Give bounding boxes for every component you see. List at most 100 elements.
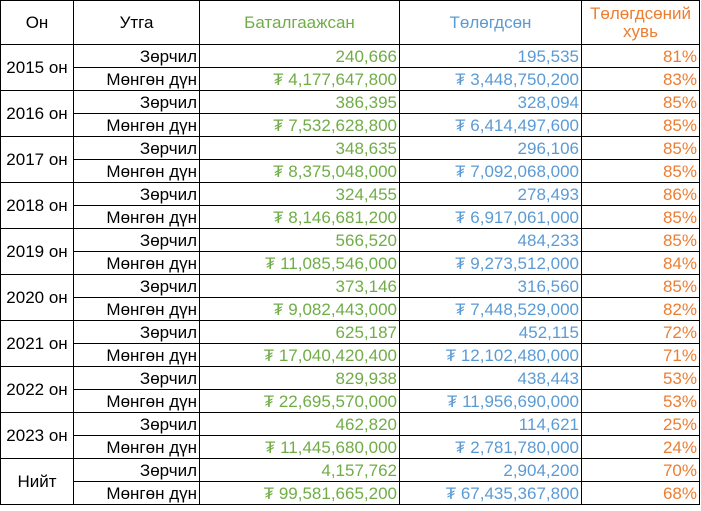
table-row: Мөнгөн дүн ₮ 22,695,570,000 ₮ 11,956,690,0…: [1, 389, 700, 413]
paid-cell: ₮ 6,917,061,000: [399, 205, 582, 229]
paid-cell: 438,443: [399, 366, 582, 390]
table-row: Мөнгөн дүн ₮ 17,040,420,400 ₮ 12,102,480,0…: [1, 343, 700, 367]
confirmed-cell: 373,146: [199, 274, 400, 298]
year-cell: 2017 он: [0, 136, 74, 183]
year-cell: 2015 он: [0, 44, 74, 91]
header-type: Утга: [73, 0, 200, 45]
type-cell: Зөрчил: [73, 136, 200, 160]
type-cell: Мөнгөн дүн: [73, 67, 200, 91]
paid-percent-cell: 24%: [581, 435, 700, 459]
type-cell: Зөрчил: [73, 182, 200, 206]
paid-percent-cell: 86%: [581, 182, 700, 206]
confirmed-cell: 4,157,762: [199, 458, 400, 482]
confirmed-cell: 386,395: [199, 90, 400, 114]
year-cell: 2020 он: [0, 274, 74, 321]
paid-percent-cell: 85%: [581, 274, 700, 298]
type-cell: Мөнгөн дүн: [73, 205, 200, 229]
year-cell: 2021 он: [0, 320, 74, 367]
table-row: Мөнгөн дүн ₮ 9,082,443,000 ₮ 7,448,529,000…: [1, 297, 700, 321]
paid-percent-cell: 82%: [581, 297, 700, 321]
paid-percent-cell: 85%: [581, 113, 700, 137]
paid-percent-cell: 53%: [581, 389, 700, 413]
year-cell: 2019 он: [0, 228, 74, 275]
paid-cell: ₮ 11,956,690,000: [399, 389, 582, 413]
paid-percent-cell: 81%: [581, 44, 700, 68]
year-cell: Нийт: [0, 458, 74, 505]
type-cell: Мөнгөн дүн: [73, 159, 200, 183]
paid-cell: 316,560: [399, 274, 582, 298]
header-paid-percent: Төлөгдсөний хувь: [581, 0, 700, 45]
type-cell: Зөрчил: [73, 366, 200, 390]
paid-percent-cell: 85%: [581, 90, 700, 114]
year-cell: 2022 он: [0, 366, 74, 413]
table-row: Нийт Зөрчил 4,157,762 2,904,200 70%: [0, 458, 700, 505]
paid-cell: ₮ 7,092,068,000: [399, 159, 582, 183]
confirmed-cell: ₮ 22,695,570,000: [199, 389, 400, 413]
paid-cell: ₮ 12,102,480,000: [399, 343, 582, 367]
table-row: 2023 он Зөрчил 462,820 114,621 25%: [0, 412, 700, 459]
confirmed-cell: ₮ 8,146,681,200: [199, 205, 400, 229]
paid-percent-cell: 85%: [581, 159, 700, 183]
paid-percent-cell: 68%: [581, 481, 700, 505]
table-row: 2015 он Зөрчил 240,666 195,535 81%: [0, 44, 700, 91]
type-cell: Зөрчил: [73, 228, 200, 252]
table-row: 2018 он Зөрчил 324,455 278,493 86%: [0, 182, 700, 229]
header-confirmed: Баталгаажсан: [199, 0, 400, 45]
paid-percent-cell: 84%: [581, 251, 700, 275]
paid-cell: 328,094: [399, 90, 582, 114]
paid-percent-cell: 70%: [581, 458, 700, 482]
header-year: Он: [0, 0, 74, 45]
paid-cell: ₮ 9,273,512,000: [399, 251, 582, 275]
paid-percent-cell: 72%: [581, 320, 700, 344]
confirmed-cell: ₮ 11,085,546,000: [199, 251, 400, 275]
type-cell: Зөрчил: [73, 458, 200, 482]
type-cell: Мөнгөн дүн: [73, 389, 200, 413]
confirmed-cell: 462,820: [199, 412, 400, 436]
table-row: 2019 он Зөрчил 566,520 484,233 85%: [0, 228, 700, 275]
table-row: Мөнгөн дүн ₮ 11,085,546,000 ₮ 9,273,512,00…: [1, 251, 700, 275]
paid-cell: ₮ 6,414,497,600: [399, 113, 582, 137]
type-cell: Мөнгөн дүн: [73, 481, 200, 505]
year-cell: 2023 он: [0, 412, 74, 459]
type-cell: Зөрчил: [73, 44, 200, 68]
type-cell: Мөнгөн дүн: [73, 297, 200, 321]
paid-cell: 2,904,200: [399, 458, 582, 482]
type-cell: Мөнгөн дүн: [73, 113, 200, 137]
table-row: 2016 он Зөрчил 386,395 328,094 85%: [0, 90, 700, 137]
paid-percent-cell: 53%: [581, 366, 700, 390]
table-row: 2020 он Зөрчил 373,146 316,560 85%: [0, 274, 700, 321]
type-cell: Мөнгөн дүн: [73, 435, 200, 459]
paid-cell: 484,233: [399, 228, 582, 252]
paid-cell: ₮ 67,435,367,800: [399, 481, 582, 505]
header-paid: Төлөгдсөн: [399, 0, 582, 45]
paid-percent-cell: 85%: [581, 136, 700, 160]
table-row: 2022 он Зөрчил 829,938 438,443 53%: [0, 366, 700, 413]
table-row: Мөнгөн дүн ₮ 11,445,680,000 ₮ 2,781,780,00…: [1, 435, 700, 459]
confirmed-cell: ₮ 17,040,420,400: [199, 343, 400, 367]
table-row: 2021 он Зөрчил 625,187 452,115 72%: [0, 320, 700, 367]
paid-cell: 452,115: [399, 320, 582, 344]
type-cell: Мөнгөн дүн: [73, 343, 200, 367]
paid-cell: 114,621: [399, 412, 582, 436]
confirmed-cell: 829,938: [199, 366, 400, 390]
paid-cell: ₮ 7,448,529,000: [399, 297, 582, 321]
year-cell: 2016 он: [0, 90, 74, 137]
confirmed-cell: ₮ 8,375,048,000: [199, 159, 400, 183]
paid-percent-cell: 85%: [581, 228, 700, 252]
confirmed-cell: 240,666: [199, 44, 400, 68]
paid-cell: ₮ 2,781,780,000: [399, 435, 582, 459]
paid-percent-cell: 25%: [581, 412, 700, 436]
paid-cell: ₮ 3,448,750,200: [399, 67, 582, 91]
paid-cell: 296,106: [399, 136, 582, 160]
header-row: Он Утга Баталгаажсан Төлөгдсөн Төлөгдсөн…: [0, 0, 700, 45]
year-cell: 2018 он: [0, 182, 74, 229]
type-cell: Зөрчил: [73, 274, 200, 298]
confirmed-cell: ₮ 99,581,665,200: [199, 481, 400, 505]
type-cell: Зөрчил: [73, 412, 200, 436]
type-cell: Зөрчил: [73, 90, 200, 114]
type-cell: Мөнгөн дүн: [73, 251, 200, 275]
table-body: 2015 он Зөрчил 240,666 195,535 81% Мөнгөн дүн…: [0, 44, 700, 505]
table-row: Мөнгөн дүн ₮ 99,581,665,200 ₮ 67,435,367,8…: [1, 481, 700, 505]
paid-percent-cell: 71%: [581, 343, 700, 367]
